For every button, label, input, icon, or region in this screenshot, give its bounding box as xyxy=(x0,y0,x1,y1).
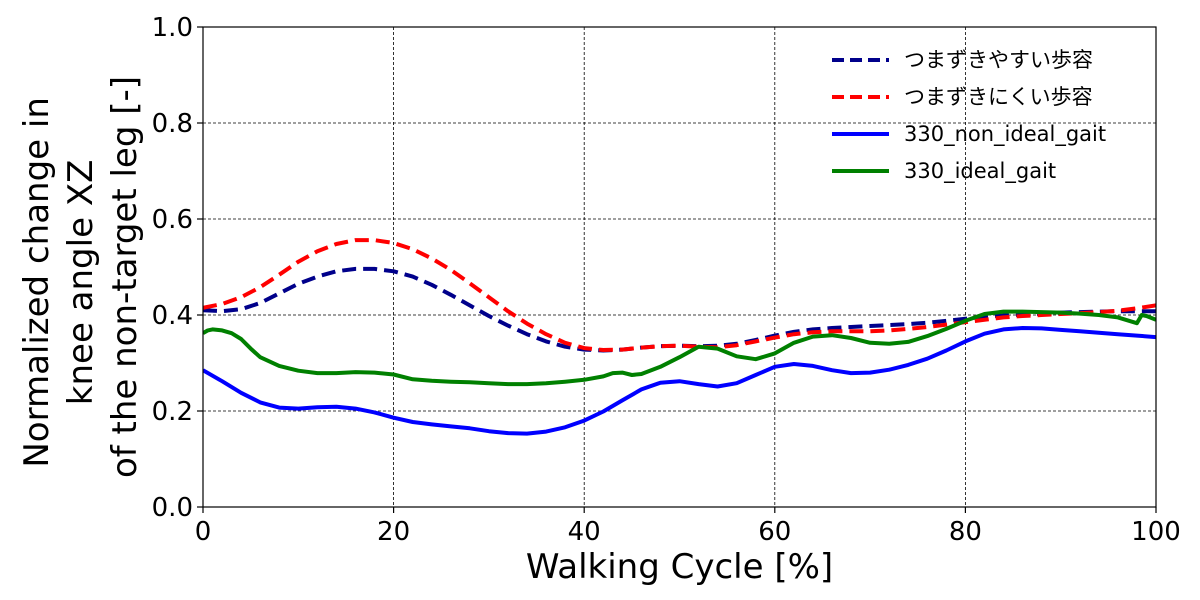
legend-label-3: 330_non_ideal_gait xyxy=(904,122,1106,147)
legend-label-2: つまずきにくい歩容 xyxy=(904,85,1093,109)
x-tick-label: 60 xyxy=(758,517,791,547)
series-line-1 xyxy=(203,266,1156,353)
x-axis-label: Walking Cycle [%] xyxy=(526,547,833,587)
x-tick-label: 80 xyxy=(949,517,982,547)
ticks: 0 20 40 60 80 100 0.0 0.2 0.4 0.6 0.8 1.0 xyxy=(152,13,1181,547)
series-line-3 xyxy=(203,326,1156,436)
grid xyxy=(203,27,1156,507)
series-line-2 xyxy=(203,238,1156,352)
legend-label-1: つまずきやすい歩容 xyxy=(904,48,1093,72)
x-tick-label: 40 xyxy=(568,517,601,547)
series-group xyxy=(203,238,1156,436)
y-tick-label: 0.4 xyxy=(152,301,193,331)
x-tick-label: 0 xyxy=(195,517,212,547)
y-tick-label: 0.8 xyxy=(152,109,193,139)
x-tick-label: 100 xyxy=(1131,517,1181,547)
y-axis-label: Normalized change in knee angle XZ of th… xyxy=(17,76,145,478)
y-axis-label-line-1: Normalized change in xyxy=(17,97,57,468)
y-tick-label: 0.2 xyxy=(152,397,193,427)
y-axis-label-line-3: of the non-target leg [-] xyxy=(105,76,145,478)
y-tick-label: 0.6 xyxy=(152,205,193,235)
legend-label-4: 330_ideal_gait xyxy=(904,159,1056,184)
y-tick-label: 0.0 xyxy=(152,493,193,523)
y-axis-label-line-2: knee angle XZ xyxy=(61,160,101,406)
y-tick-label: 1.0 xyxy=(152,13,193,43)
series-line-4 xyxy=(203,309,1156,387)
x-tick-label: 20 xyxy=(377,517,410,547)
plot-frame xyxy=(202,26,1157,508)
